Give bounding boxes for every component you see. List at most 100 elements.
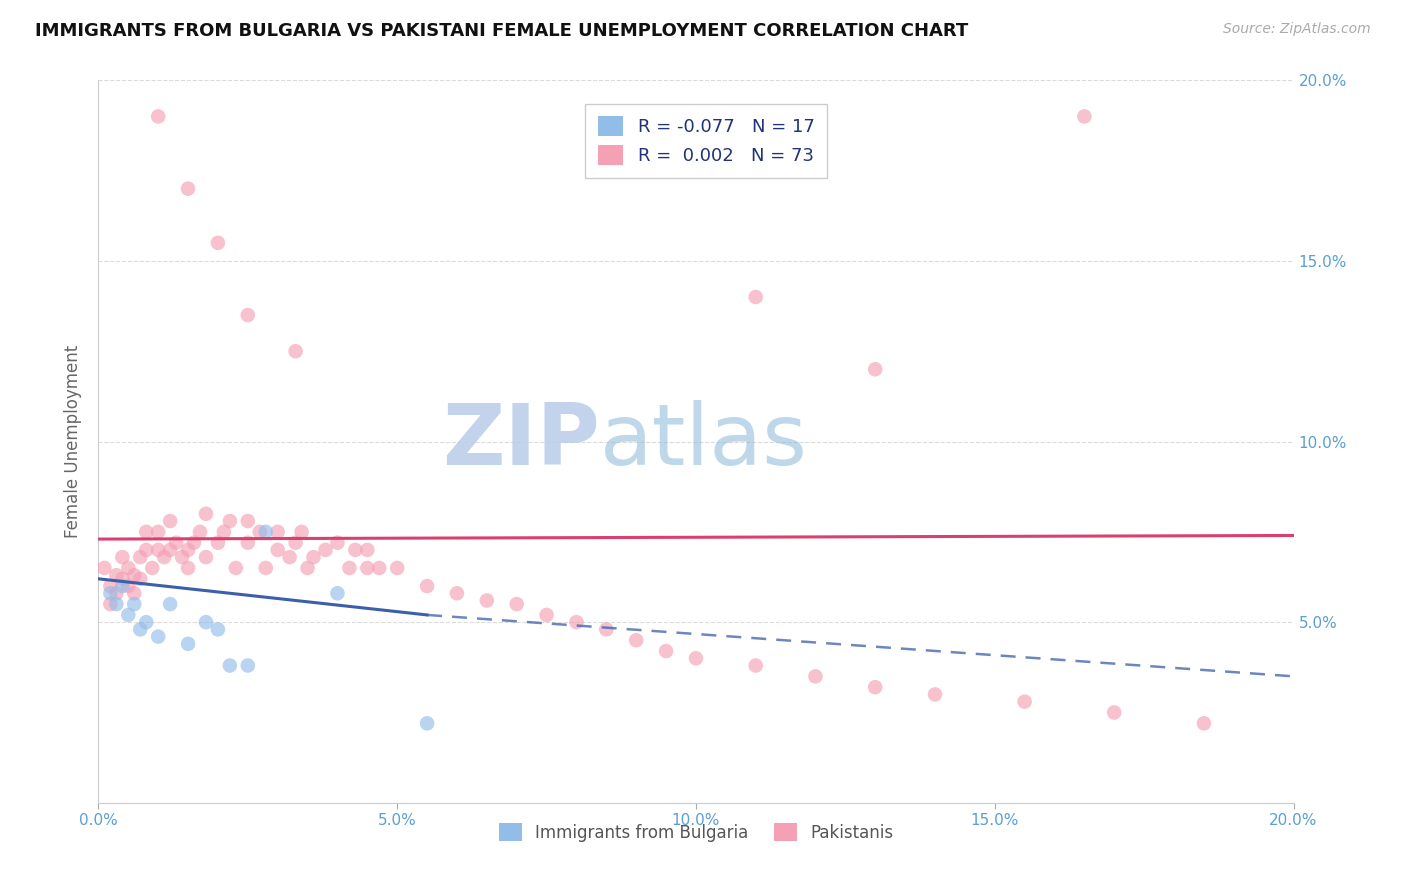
Point <box>207 535 229 549</box>
Point <box>236 535 259 549</box>
Point <box>326 586 349 600</box>
Point <box>865 680 887 694</box>
Point <box>291 524 314 539</box>
Point <box>475 593 498 607</box>
Point <box>685 651 707 665</box>
Point <box>105 586 128 600</box>
Point <box>212 524 235 539</box>
Point <box>177 542 200 557</box>
Point <box>385 561 409 575</box>
Point <box>105 568 128 582</box>
Point <box>124 586 146 600</box>
Point <box>153 550 176 565</box>
Point <box>865 362 887 376</box>
Point <box>745 658 768 673</box>
Point <box>117 607 139 622</box>
Point <box>284 344 307 359</box>
Text: Source: ZipAtlas.com: Source: ZipAtlas.com <box>1223 22 1371 37</box>
Point <box>416 579 439 593</box>
Point <box>804 669 827 683</box>
Point <box>124 597 146 611</box>
Point <box>148 109 170 123</box>
Point <box>159 597 181 611</box>
Point <box>254 524 277 539</box>
Point <box>1192 716 1215 731</box>
Point <box>135 615 157 630</box>
Point <box>536 607 558 622</box>
Point <box>595 623 617 637</box>
Y-axis label: Female Unemployment: Female Unemployment <box>65 345 83 538</box>
Point <box>315 542 337 557</box>
Point <box>111 572 134 586</box>
Legend: Immigrants from Bulgaria, Pakistanis: Immigrants from Bulgaria, Pakistanis <box>492 817 900 848</box>
Point <box>207 623 229 637</box>
Point <box>356 542 378 557</box>
Point <box>111 579 134 593</box>
Text: atlas: atlas <box>600 400 808 483</box>
Point <box>236 658 259 673</box>
Point <box>148 524 170 539</box>
Point <box>302 550 325 565</box>
Point <box>177 561 200 575</box>
Point <box>368 561 391 575</box>
Point <box>177 182 200 196</box>
Point <box>188 524 211 539</box>
Point <box>236 308 259 322</box>
Point <box>148 542 170 557</box>
Point <box>344 542 367 557</box>
Point <box>172 550 194 565</box>
Point <box>207 235 229 250</box>
Point <box>339 561 361 575</box>
Point <box>446 586 468 600</box>
Point <box>219 658 242 673</box>
Point <box>148 630 170 644</box>
Point <box>135 542 157 557</box>
Point <box>141 561 163 575</box>
Point <box>655 644 678 658</box>
Point <box>506 597 529 611</box>
Point <box>745 290 768 304</box>
Text: ZIP: ZIP <box>443 400 600 483</box>
Point <box>98 586 122 600</box>
Point <box>924 687 946 701</box>
Point <box>129 550 152 565</box>
Point <box>195 615 218 630</box>
Point <box>1104 706 1126 720</box>
Point <box>416 716 439 731</box>
Point <box>117 561 139 575</box>
Point <box>159 542 181 557</box>
Point <box>219 514 242 528</box>
Point <box>177 637 200 651</box>
Point <box>225 561 247 575</box>
Point <box>297 561 319 575</box>
Point <box>626 128 648 142</box>
Point <box>111 550 134 565</box>
Point <box>105 597 128 611</box>
Point <box>124 568 146 582</box>
Point <box>183 535 205 549</box>
Point <box>326 535 349 549</box>
Point <box>165 535 187 549</box>
Point <box>254 561 277 575</box>
Point <box>93 561 115 575</box>
Text: IMMIGRANTS FROM BULGARIA VS PAKISTANI FEMALE UNEMPLOYMENT CORRELATION CHART: IMMIGRANTS FROM BULGARIA VS PAKISTANI FE… <box>35 22 969 40</box>
Point <box>284 535 307 549</box>
Point <box>129 572 152 586</box>
Point <box>98 597 122 611</box>
Point <box>356 561 378 575</box>
Point <box>195 550 218 565</box>
Point <box>117 579 139 593</box>
Point <box>565 615 588 630</box>
Point <box>129 623 152 637</box>
Point <box>98 579 122 593</box>
Point <box>1073 109 1095 123</box>
Point <box>267 524 290 539</box>
Point <box>195 507 218 521</box>
Point <box>626 633 648 648</box>
Point <box>135 524 157 539</box>
Point <box>278 550 301 565</box>
Point <box>1014 695 1036 709</box>
Point <box>236 514 259 528</box>
Point <box>249 524 271 539</box>
Point <box>267 542 290 557</box>
